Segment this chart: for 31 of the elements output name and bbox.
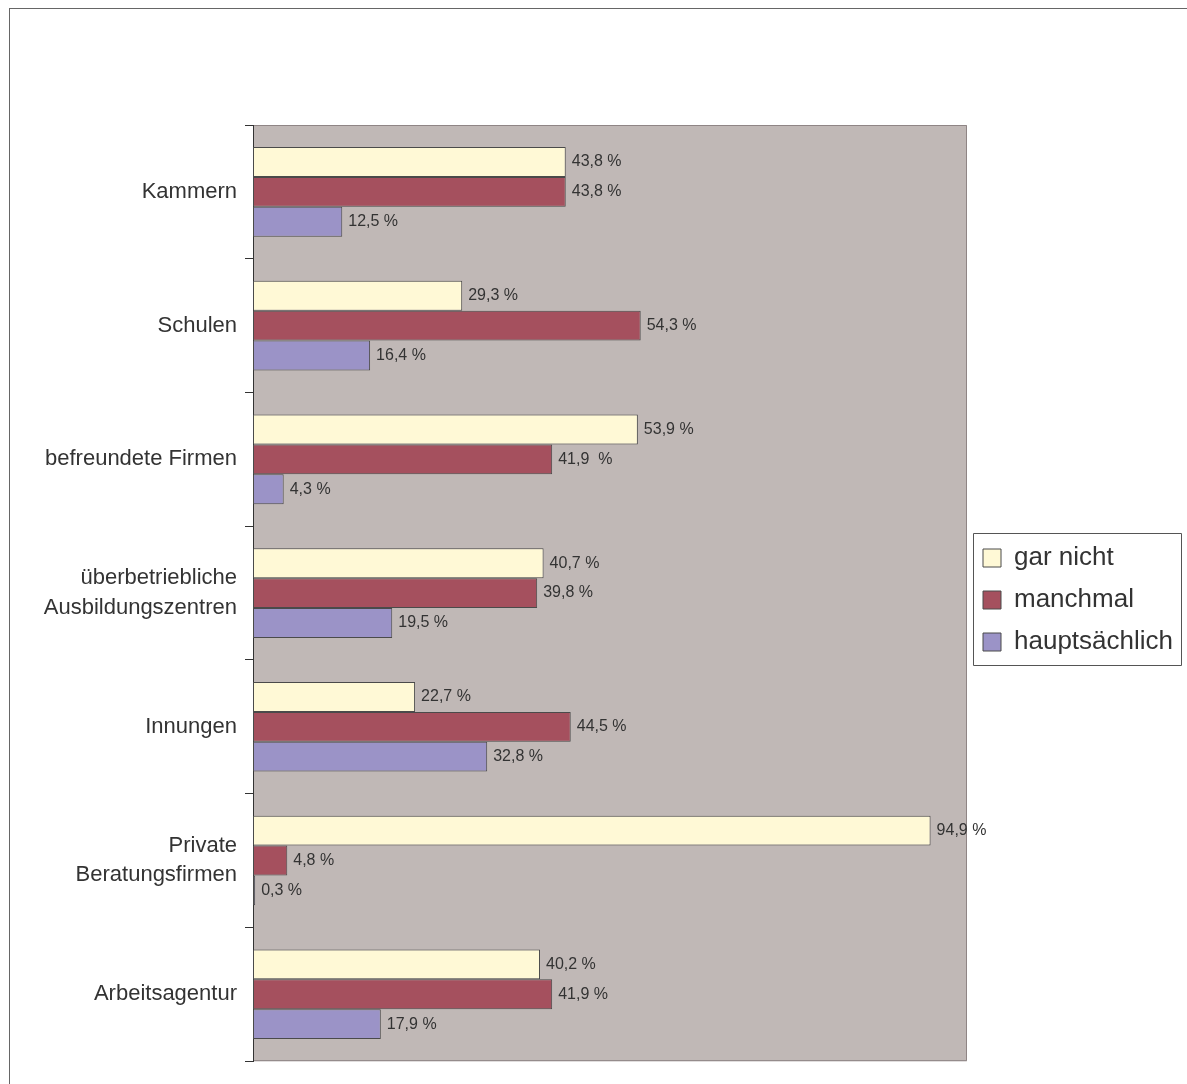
y-tick-label: Schulen <box>157 311 237 337</box>
data-label: 0,3 % <box>261 880 303 898</box>
y-tick-label: Innungen <box>145 712 237 738</box>
y-tick-label: befreundete Firmen <box>45 445 237 471</box>
legend-label: gar nicht <box>1014 541 1115 572</box>
data-label: 40,7 % <box>549 553 600 571</box>
data-label: 43,8 % <box>571 182 622 200</box>
data-label: 12,5 % <box>348 212 399 230</box>
data-label: 17,9 % <box>386 1014 437 1032</box>
y-tick-label: Private Beratungsfirmen <box>75 831 237 887</box>
data-label: 22,7 % <box>421 687 471 705</box>
legend-label: hauptsächlich <box>1014 625 1173 656</box>
data-label: 53,9 % <box>643 419 694 437</box>
data-label: 39,8 % <box>543 583 593 601</box>
data-label: 43,8 % <box>571 152 622 170</box>
data-label: 19,5 % <box>398 613 449 631</box>
data-label: 4,3 % <box>289 479 331 497</box>
legend-label: manchmal <box>1014 583 1134 614</box>
data-label: 16,4 % <box>376 345 426 363</box>
y-tick-label: Arbeitsagentur <box>93 980 237 1006</box>
data-label: 54,3 % <box>646 316 697 334</box>
data-label: 44,5 % <box>576 717 627 735</box>
y-tick-label: überbetriebliche Ausbildungszentren <box>43 564 237 619</box>
data-label: 40,2 % <box>546 954 596 972</box>
data-label: 32,8 % <box>493 747 544 765</box>
data-label: 4,8 % <box>293 850 335 868</box>
y-tick-label: Kammern <box>141 177 237 203</box>
data-label: 94,9 % <box>936 821 987 839</box>
data-label: 41,9 % <box>558 984 608 1002</box>
data-label: 29,3 % <box>468 286 519 304</box>
data-label: 41,9 % <box>558 449 613 467</box>
